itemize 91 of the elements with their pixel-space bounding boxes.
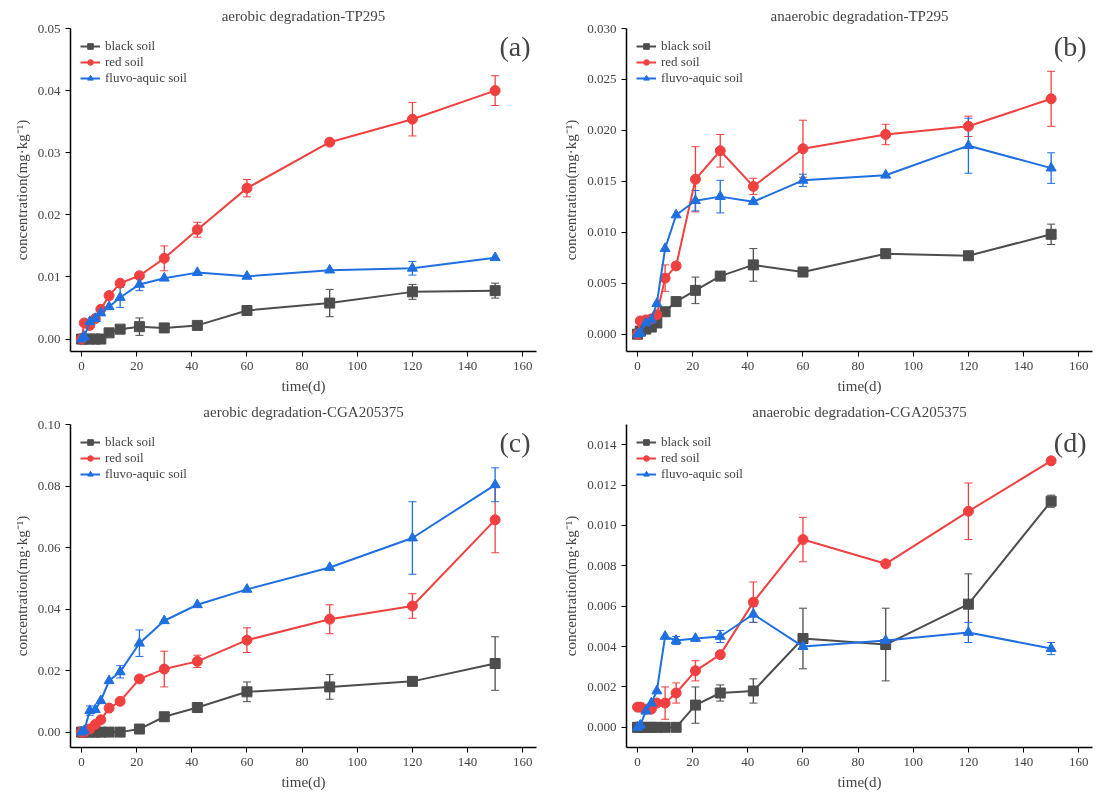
y-tick-label: 0.000 — [587, 719, 617, 735]
x-tick-label: 40 — [185, 357, 199, 373]
y-tick-label: 0.00 — [37, 331, 61, 347]
legend-label: fluvo-aquic soil — [105, 70, 187, 86]
x-tick-label: 80 — [295, 753, 309, 769]
x-tick-label: 0 — [634, 357, 641, 373]
y-tick-label: 0.025 — [587, 71, 617, 87]
x-tick-label: 160 — [1068, 357, 1089, 373]
annotation: (b) — [1053, 30, 1087, 62]
y-tick-label: 0.04 — [37, 82, 61, 98]
legend-label: fluvo-aquic soil — [105, 466, 187, 482]
y-tick-label: 0.000 — [587, 326, 617, 342]
x-tick-label: 140 — [1013, 753, 1034, 769]
x-tick-label: 120 — [958, 753, 979, 769]
x-tick-label: 40 — [741, 357, 755, 373]
y-tick-label: 0.002 — [587, 678, 617, 694]
x-tick-label: 20 — [686, 753, 700, 769]
x-tick-label: 100 — [903, 753, 924, 769]
y-tick-label: 0.005 — [587, 275, 617, 291]
chart-title: aerobic degradation-CGA205375 — [203, 403, 404, 420]
annotation: (d) — [1053, 426, 1087, 458]
x-tick-label: 100 — [347, 753, 368, 769]
legend-label: red soil — [661, 54, 700, 70]
x-tick-label: 80 — [295, 357, 309, 373]
legend-label: red soil — [661, 450, 700, 466]
y-tick-label: 0.015 — [587, 173, 617, 189]
x-tick-label: 20 — [130, 357, 144, 373]
legend-label: red soil — [105, 54, 144, 70]
x-axis-title: time(d) — [281, 377, 326, 395]
y-tick-label: 0.030 — [587, 20, 617, 36]
y-tick-label: 0.008 — [587, 557, 617, 573]
y-tick-label: 0.01 — [37, 268, 61, 284]
y-tick-label: 0.05 — [37, 20, 61, 36]
x-axis-title: time(d) — [281, 773, 326, 791]
legend-label: black soil — [661, 434, 712, 450]
y-tick-label: 0.02 — [37, 206, 61, 222]
x-tick-label: 0 — [634, 753, 641, 769]
legend-label: fluvo-aquic soil — [661, 70, 743, 86]
x-tick-label: 40 — [741, 753, 755, 769]
x-tick-label: 140 — [457, 357, 478, 373]
x-tick-label: 140 — [1013, 357, 1034, 373]
annotation: (c) — [499, 426, 531, 458]
x-tick-label: 160 — [1068, 753, 1089, 769]
legend-label: black soil — [105, 38, 156, 54]
chart-title: aerobic degradation-TP295 — [221, 7, 386, 24]
y-axis-title: concentration(mg·kg⁻¹) — [563, 119, 581, 261]
x-tick-label: 100 — [347, 357, 368, 373]
x-tick-label: 100 — [903, 357, 924, 373]
y-tick-label: 0.06 — [37, 539, 61, 555]
x-tick-label: 80 — [851, 357, 865, 373]
x-tick-label: 20 — [130, 753, 144, 769]
x-axis-title: time(d) — [837, 773, 882, 791]
y-tick-label: 0.010 — [587, 517, 617, 533]
x-axis-title: time(d) — [837, 377, 882, 395]
legend-label: red soil — [105, 450, 144, 466]
x-tick-label: 60 — [796, 753, 810, 769]
legend-label: black soil — [661, 38, 712, 54]
y-tick-label: 0.04 — [37, 601, 61, 617]
y-tick-label: 0.004 — [587, 638, 617, 654]
x-tick-label: 120 — [402, 357, 423, 373]
x-tick-label: 60 — [240, 357, 254, 373]
y-tick-label: 0.014 — [587, 436, 617, 452]
x-tick-label: 120 — [402, 753, 423, 769]
y-tick-label: 0.10 — [37, 416, 61, 432]
x-tick-label: 60 — [240, 753, 254, 769]
y-axis-title: concentration(mg·kg⁻¹) — [13, 515, 31, 657]
legend-label: black soil — [105, 434, 156, 450]
legend-label: fluvo-aquic soil — [661, 466, 743, 482]
y-axis-title: concentration(mg·kg⁻¹) — [13, 119, 31, 261]
y-tick-label: 0.03 — [37, 144, 61, 160]
annotation: (a) — [499, 30, 531, 62]
y-tick-label: 0.006 — [587, 598, 617, 614]
y-tick-label: 0.020 — [587, 122, 617, 138]
y-tick-label: 0.012 — [587, 477, 617, 493]
y-tick-label: 0.08 — [37, 478, 61, 494]
y-tick-label: 0.02 — [37, 662, 61, 678]
x-tick-label: 40 — [185, 753, 199, 769]
x-tick-label: 20 — [686, 357, 700, 373]
y-axis-title: concentration(mg·kg⁻¹) — [563, 515, 581, 657]
x-tick-label: 140 — [457, 753, 478, 769]
x-tick-label: 80 — [851, 753, 865, 769]
y-tick-label: 0.010 — [587, 224, 617, 240]
x-tick-label: 160 — [512, 357, 533, 373]
chart-title: anaerobic degradation-CGA205375 — [752, 403, 967, 420]
chart-title: anaerobic degradation-TP295 — [770, 7, 949, 24]
y-tick-label: 0.00 — [37, 724, 61, 740]
x-tick-label: 0 — [78, 753, 85, 769]
x-tick-label: 120 — [958, 357, 979, 373]
x-tick-label: 160 — [512, 753, 533, 769]
x-tick-label: 60 — [796, 357, 810, 373]
x-tick-label: 0 — [78, 357, 85, 373]
